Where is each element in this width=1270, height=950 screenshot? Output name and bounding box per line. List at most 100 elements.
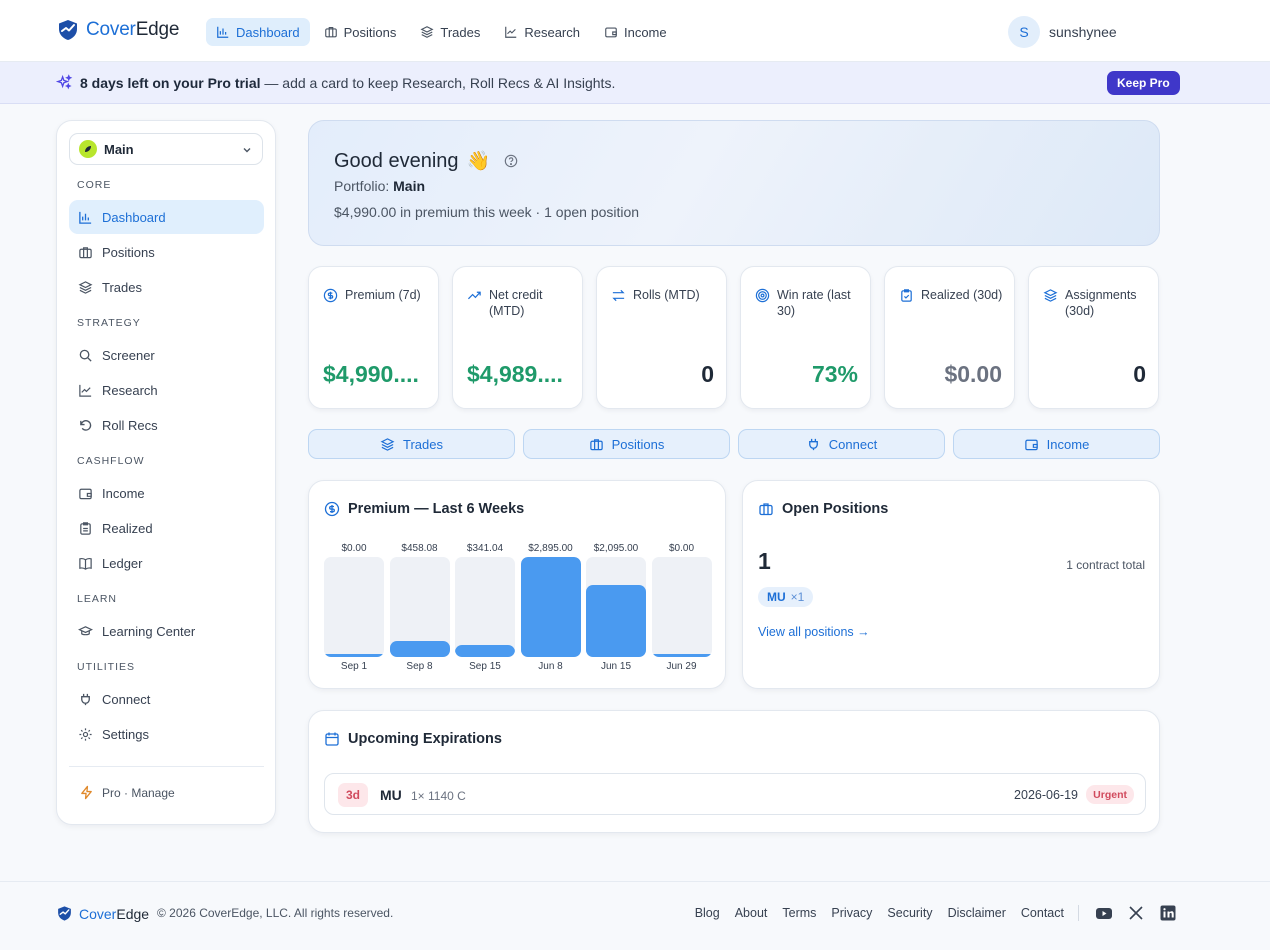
briefcase-icon <box>758 501 774 517</box>
expiration-date: 2026-06-19 <box>1014 788 1078 802</box>
stat-card-assignments[interactable]: Assignments (30d) 0 <box>1028 266 1159 409</box>
footer-link-terms[interactable]: Terms <box>782 906 817 920</box>
sidebar-item-screener[interactable]: Screener <box>69 338 264 372</box>
sidebar-item-label: Dashboard <box>102 209 166 225</box>
sidebar-item-label: Research <box>102 382 158 398</box>
quick-connect-button[interactable]: Connect <box>738 429 945 459</box>
sidebar-item-realized[interactable]: Realized <box>69 511 264 545</box>
stat-card-net-credit[interactable]: Net credit (MTD) $4,989.... <box>452 266 583 409</box>
nav-item-income[interactable]: Income <box>594 18 677 46</box>
nav-item-dashboard[interactable]: Dashboard <box>206 18 310 46</box>
quick-positions-button[interactable]: Positions <box>523 429 730 459</box>
chevron-down-icon <box>242 145 252 155</box>
bar[interactable] <box>586 584 646 657</box>
sidebar-item-ledger[interactable]: Ledger <box>69 546 264 580</box>
linkedin-icon[interactable] <box>1159 904 1177 922</box>
view-all-positions-link[interactable]: View all positions → <box>758 625 870 639</box>
brand-name-part1: Cover <box>79 905 117 922</box>
open-positions-title-text: Open Positions <box>782 501 889 517</box>
sidebar-item-trades[interactable]: Trades <box>69 270 264 304</box>
line-chart-icon <box>78 383 93 398</box>
main-nav: Dashboard Positions Trades Research Inco… <box>206 18 677 46</box>
search-icon <box>78 348 93 363</box>
footer-link-contact[interactable]: Contact <box>1020 906 1064 920</box>
stat-label: Net credit (MTD) <box>489 288 543 318</box>
portfolio-select[interactable]: Main <box>69 133 263 165</box>
sidebar-item-label: Connect <box>102 691 151 707</box>
stat-value: 0 <box>1133 361 1146 387</box>
copyright: © 2026 CoverEdge, LLC. All rights reserv… <box>157 906 394 920</box>
footer-link-about[interactable]: About <box>734 906 768 920</box>
stat-header: Premium (7d) <box>323 287 431 303</box>
youtube-icon[interactable] <box>1095 904 1113 922</box>
stat-label: Premium (7d) <box>345 288 421 302</box>
stat-card-premium-7d[interactable]: Premium (7d) $4,990.... <box>308 266 439 409</box>
layers-icon <box>380 437 395 452</box>
section-label-learn: LEARN <box>77 593 118 605</box>
stat-value: 0 <box>701 361 714 387</box>
upcoming-expirations-title: Upcoming Expirations <box>324 731 502 747</box>
bar-track <box>586 557 646 657</box>
footer-link-security[interactable]: Security <box>887 906 933 920</box>
nav-item-label: Dashboard <box>236 24 300 40</box>
brand-logo[interactable]: CoverEdge <box>56 18 179 42</box>
expiration-row[interactable]: 3d MU 1× 1140 C 2026-06-19 Urgent <box>324 773 1146 815</box>
bar[interactable] <box>651 654 712 657</box>
bar[interactable] <box>455 645 515 657</box>
footer-link-privacy[interactable]: Privacy <box>831 906 873 920</box>
plug-icon <box>78 692 93 707</box>
help-icon[interactable] <box>504 154 518 168</box>
keep-pro-button[interactable]: Keep Pro <box>1107 71 1180 95</box>
footer-brand[interactable]: CoverEdge · <box>56 905 164 922</box>
top-nav-bar: CoverEdge Dashboard Positions Trades Res… <box>0 0 1270 62</box>
footer-link-blog[interactable]: Blog <box>694 906 720 920</box>
bar-chart-icon <box>216 25 230 39</box>
brand-name-part2: Edge <box>135 19 180 40</box>
pro-manage-link[interactable]: Pro · Manage <box>79 785 175 800</box>
sidebar-item-positions[interactable]: Positions <box>69 235 264 269</box>
portfolio-label: Portfolio: <box>334 178 394 194</box>
stat-card-realized[interactable]: Realized (30d) $0.00 <box>884 266 1015 409</box>
stat-header: Rolls (MTD) <box>611 287 719 303</box>
nav-item-positions[interactable]: Positions <box>314 18 407 46</box>
sidebar-item-research[interactable]: Research <box>69 373 264 407</box>
stat-value: 73% <box>811 361 858 387</box>
trend-up-icon <box>467 287 482 319</box>
quick-trades-button[interactable]: Trades <box>308 429 515 459</box>
bar[interactable] <box>389 641 450 657</box>
section-label-strategy: STRATEGY <box>77 317 141 329</box>
footer-link-disclaimer[interactable]: Disclaimer <box>947 906 1006 920</box>
stat-card-win-rate[interactable]: Win rate (last 30) 73% <box>740 266 871 409</box>
bar-track <box>324 557 384 657</box>
bar-category-label: Jun 15 <box>600 661 632 672</box>
sidebar-item-label: Income <box>102 485 145 501</box>
sidebar-item-roll-recs[interactable]: Roll Recs <box>69 408 264 442</box>
bar[interactable] <box>520 557 581 657</box>
sidebar-item-dashboard[interactable]: Dashboard <box>69 200 264 234</box>
sidebar-item-settings[interactable]: Settings <box>69 717 264 751</box>
sidebar-item-income[interactable]: Income <box>69 476 264 510</box>
quick-income-button[interactable]: Income <box>953 429 1160 459</box>
sidebar-item-label: Trades <box>102 279 142 295</box>
wallet-icon <box>78 486 93 501</box>
expiration-symbol: MU <box>380 787 402 803</box>
user-menu[interactable]: S sunshynee <box>1008 16 1117 48</box>
quick-action-label: Trades <box>403 436 443 452</box>
bar-category-label: Sep 1 <box>340 661 368 672</box>
nav-item-research[interactable]: Research <box>494 18 590 46</box>
x-icon[interactable] <box>1127 904 1145 922</box>
section-label-utilities: UTILITIES <box>77 661 136 673</box>
stat-card-rolls[interactable]: Rolls (MTD) 0 <box>596 266 727 409</box>
sidebar-item-connect[interactable]: Connect <box>69 682 264 716</box>
sidebar-item-label: Positions <box>102 244 155 260</box>
footer: CoverEdge · © 2026 CoverEdge, LLC. All r… <box>0 881 1270 950</box>
position-chip[interactable]: MU ×1 <box>758 587 814 607</box>
bar-value-label: $2,095.00 <box>593 543 639 554</box>
quick-action-label: Positions <box>611 436 665 452</box>
nav-item-label: Income <box>623 24 667 40</box>
portfolio-select-value: Main <box>104 141 134 157</box>
bar[interactable] <box>324 654 384 657</box>
nav-item-trades[interactable]: Trades <box>410 18 490 46</box>
sidebar-item-learning-center[interactable]: Learning Center <box>69 614 264 648</box>
open-positions-title: Open Positions <box>758 501 888 517</box>
